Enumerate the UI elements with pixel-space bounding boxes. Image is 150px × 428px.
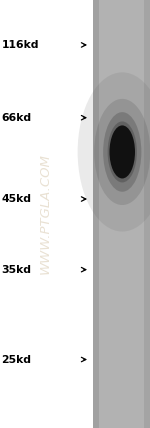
Ellipse shape xyxy=(108,122,137,182)
Bar xyxy=(93,0,150,428)
Bar xyxy=(144,0,150,428)
Text: 45kd: 45kd xyxy=(2,194,31,204)
Text: 35kd: 35kd xyxy=(2,265,31,275)
Text: WWW.PTGLA.COM: WWW.PTGLA.COM xyxy=(39,154,51,274)
Bar xyxy=(93,0,99,428)
Ellipse shape xyxy=(103,112,141,192)
Ellipse shape xyxy=(78,72,150,232)
Ellipse shape xyxy=(94,99,150,205)
Text: 66kd: 66kd xyxy=(2,113,32,123)
Text: 25kd: 25kd xyxy=(2,354,31,365)
Text: 116kd: 116kd xyxy=(2,40,39,50)
Ellipse shape xyxy=(110,125,135,178)
